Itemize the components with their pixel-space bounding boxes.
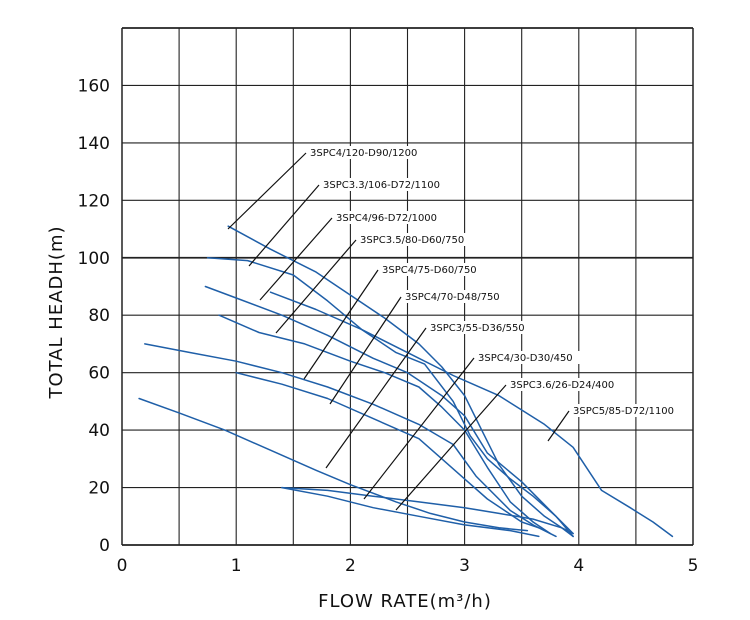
- series-line-4: [218, 314, 552, 535]
- callout-leader: [303, 269, 379, 380]
- callout-label: 3SPC3.6/26-D24/400: [510, 380, 614, 391]
- callout-leader: [248, 184, 320, 267]
- y-axis-label: TOTAL HEADH(m): [46, 225, 67, 399]
- callout-background: [380, 263, 484, 276]
- y-tick-label: 20: [88, 479, 110, 499]
- y-tick-label: 40: [88, 421, 110, 441]
- series-line-2: [206, 257, 574, 538]
- series-line-1: [227, 225, 574, 535]
- y-tick-label: 160: [78, 76, 110, 96]
- callout-background: [428, 321, 532, 334]
- series-line-9: [281, 486, 540, 538]
- grid: [121, 27, 694, 546]
- callout-label: 3SPC3.3/106-D72/1100: [323, 180, 440, 191]
- series-line-8: [281, 486, 574, 538]
- callout-background: [571, 404, 681, 417]
- x-axis-label: FLOW RATE(m³/h): [318, 591, 492, 612]
- y-tick-label: 140: [78, 134, 110, 154]
- x-tick-label: 5: [688, 556, 699, 576]
- x-tick-label: 2: [345, 556, 356, 576]
- callout-label: 3SPC4/30-D30/450: [478, 353, 573, 364]
- callout-background: [358, 233, 474, 246]
- x-tick-label: 1: [231, 556, 242, 576]
- x-tick-label: 3: [459, 556, 470, 576]
- y-tick-label: 0: [99, 536, 110, 556]
- series-line-6: [235, 371, 540, 529]
- series-line-7: [138, 397, 529, 532]
- callout-label: 3SPC4/70-D48/750: [405, 292, 500, 303]
- callout-background: [334, 211, 444, 224]
- callout-leader: [329, 296, 402, 405]
- curve-callouts: 3SPC4/120-D90/1200 3SPC3.3/106-D72/1100 3S…: [227, 146, 681, 511]
- callout-label: 3SPC4/75-D60/750: [382, 265, 477, 276]
- callout-leader: [227, 152, 307, 230]
- y-tick-label: 80: [88, 306, 110, 326]
- y-tick-label: 120: [78, 191, 110, 211]
- series-line-5: [144, 343, 557, 538]
- callout-background: [508, 378, 624, 391]
- callout-label: 3SPC4/96-D72/1000: [336, 213, 437, 224]
- callout-leader: [547, 410, 570, 442]
- callout-background: [476, 351, 580, 364]
- callout-label: 3SPC4/120-D90/1200: [310, 148, 417, 159]
- callout-label: 3SPC5/85-D72/1100: [573, 406, 674, 417]
- callout-background: [321, 178, 449, 191]
- callout-leader: [325, 327, 427, 469]
- callout-leader: [259, 217, 333, 301]
- callout-label: 3SPC3/55-D36/550: [430, 323, 525, 334]
- x-tick-label: 4: [573, 556, 584, 576]
- callout-background: [308, 146, 424, 159]
- y-tick-label: 60: [88, 364, 110, 384]
- series-line-10: [269, 291, 674, 538]
- y-tick-label: 100: [78, 249, 110, 269]
- callout-leader: [363, 357, 475, 500]
- x-tick-label: 0: [117, 556, 128, 576]
- performance-curves: [138, 225, 674, 538]
- callout-leader: [395, 384, 507, 511]
- callout-label: 3SPC3.5/80-D60/750: [360, 235, 464, 246]
- callout-leader: [275, 239, 357, 334]
- series-line-3: [204, 285, 574, 535]
- axis-ticks: 0 1 2 3 4 5 0 20 40 60 80 100 120 140 160: [78, 76, 699, 576]
- callout-background: [403, 290, 507, 303]
